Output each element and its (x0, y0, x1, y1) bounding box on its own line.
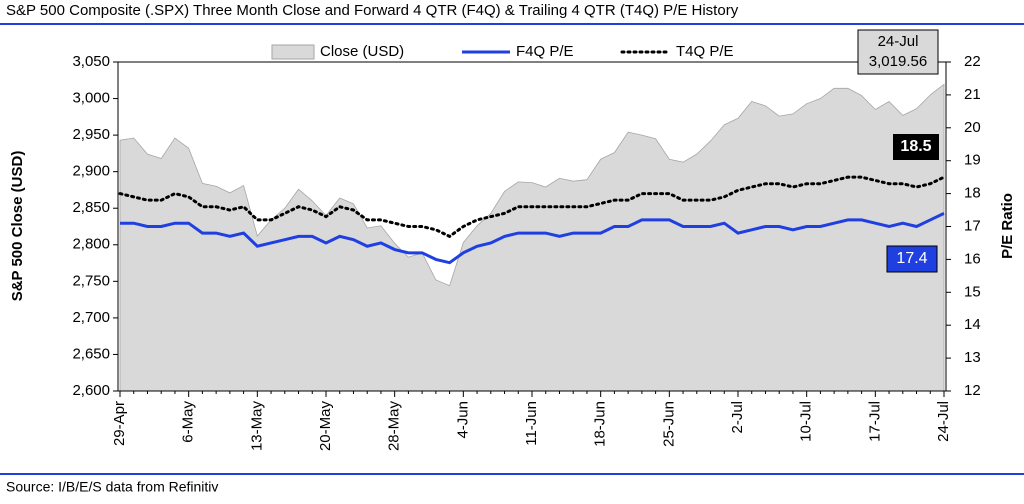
y2-tick-label: 12 (964, 382, 981, 399)
y2-axis-label: P/E Ratio (999, 193, 1016, 259)
legend-label: Close (USD) (320, 43, 404, 60)
source: Source: I/B/E/S data from Refinitiv (6, 479, 218, 495)
annotation-close: 3,019.56 (869, 53, 927, 70)
x-tick-label: 28-May (386, 401, 403, 452)
legend-swatch (271, 44, 315, 60)
f4q-box (886, 245, 938, 273)
y-axis-label: S&P 500 Close (USD) (9, 151, 26, 302)
y-tick-label: 3,000 (72, 90, 110, 107)
x-tick-label: 2-Jul (729, 401, 746, 434)
y-tick-label: 2,800 (72, 236, 110, 253)
legend-label: F4Q P/E (516, 43, 574, 60)
y2-tick-label: 13 (964, 349, 981, 366)
legend-label: T4Q P/E (676, 43, 734, 60)
chart-title: S&P 500 Composite (.SPX) Three Month Clo… (6, 2, 739, 19)
y2-tick-label: 20 (964, 119, 981, 136)
x-tick-label: 13-May (248, 401, 265, 452)
y2-tick-label: 18 (964, 185, 981, 202)
y2-tick-label: 14 (964, 316, 981, 333)
y2-tick-label: 15 (964, 283, 981, 300)
x-tick-label: 25-Jun (660, 401, 677, 447)
x-tick-label: 6-May (180, 401, 197, 443)
x-tick-label: 24-Jul (935, 401, 952, 442)
x-tick-label: 4-Jun (454, 401, 471, 439)
y-tick-label: 2,750 (72, 272, 110, 289)
y2-tick-label: 17 (964, 217, 981, 234)
date-box (857, 29, 939, 75)
annotation-date: 24-Jul (878, 33, 919, 50)
y-tick-label: 2,850 (72, 199, 110, 216)
y-tick-label: 3,050 (72, 53, 110, 70)
y2-tick-label: 22 (964, 53, 981, 70)
x-tick-label: 10-Jul (798, 401, 815, 442)
x-tick-label: 11-Jun (523, 401, 540, 446)
x-tick-label: 17-Jul (866, 401, 883, 442)
y-tick-label: 2,950 (72, 126, 110, 143)
x-tick-label: 29-Apr (111, 401, 128, 446)
t4q-line (118, 175, 946, 239)
x-tick-label: 20-May (317, 401, 334, 452)
annotation-f4q: 17.4 (896, 250, 927, 267)
y-tick-label: 2,600 (72, 382, 110, 399)
y-tick-label: 2,650 (72, 345, 110, 362)
y2-tick-label: 16 (964, 250, 981, 267)
y2-tick-label: 19 (964, 152, 981, 169)
annotation-t4q: 18.5 (900, 138, 931, 155)
y2-tick-label: 21 (964, 86, 981, 103)
f4q-line (120, 211, 945, 265)
t4q-box (893, 134, 939, 160)
x-tick-label: 18-Jun (592, 401, 609, 447)
y-tick-label: 2,900 (72, 163, 110, 180)
y-tick-label: 2,700 (72, 309, 110, 326)
close-area (119, 83, 945, 392)
